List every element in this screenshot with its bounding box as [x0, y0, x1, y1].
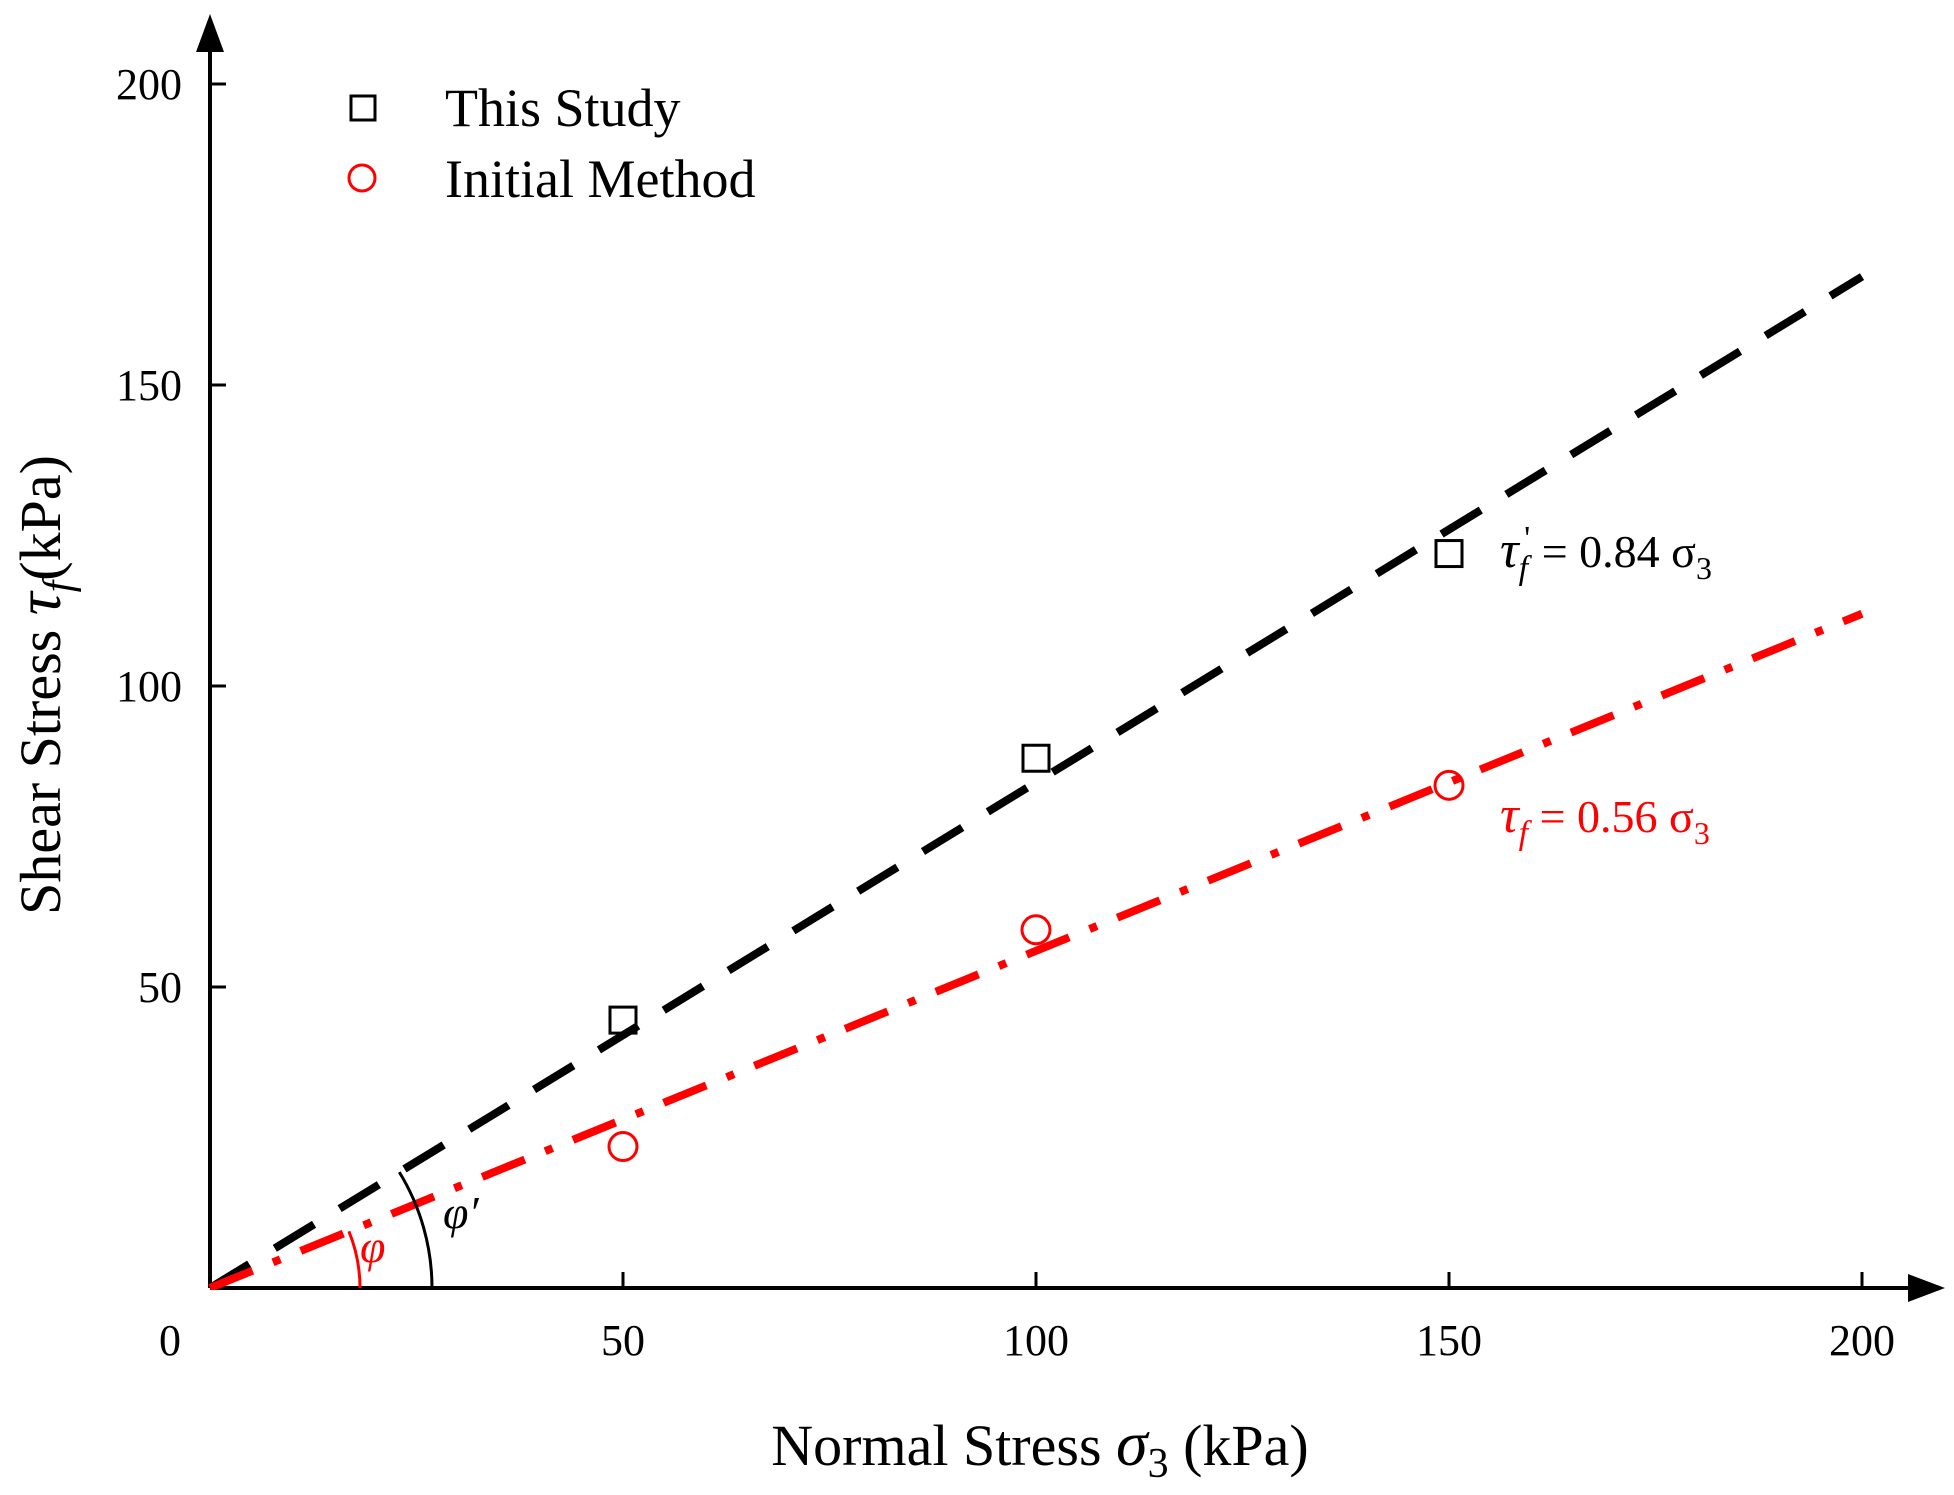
legend-label-this-study: This Study: [445, 78, 681, 138]
y-tick-label: 100: [116, 662, 182, 711]
data-points: [607, 539, 1465, 1163]
y-axis-title: Shear Stress τf(kPa): [3, 455, 82, 915]
data-point-initial-method: [1020, 914, 1052, 946]
data-point-initial-method: [607, 1131, 639, 1163]
fit-lines: [207, 273, 1865, 1290]
angle-arcs: φ′ φ: [347, 1171, 479, 1289]
x-axis-ticks: 0 50 100 150 200: [159, 1272, 1895, 1365]
y-tick-label: 150: [116, 361, 182, 410]
x-axis-arrow-icon: [1908, 1274, 1945, 1302]
friction-angle-arc-this-study: [398, 1171, 434, 1289]
friction-angle-arc-initial: [347, 1230, 362, 1289]
equation-initial-method: τf = 0.56 σ3: [1500, 787, 1710, 852]
x-tick-label: 50: [601, 1316, 645, 1365]
fit-line-initial-method: [208, 610, 1864, 1290]
x-tick-label: 150: [1416, 1316, 1482, 1365]
axes: [196, 14, 1945, 1302]
data-point-initial-method: [1433, 769, 1465, 801]
legend-circle-marker-icon: [347, 163, 377, 193]
x-tick-label: 100: [1003, 1316, 1069, 1365]
y-axis-arrow-icon: [196, 14, 224, 52]
fit-line-this-study: [207, 273, 1865, 1290]
fit-equations: τf' = 0.84 σ3 τf = 0.56 σ3: [1500, 520, 1712, 852]
angle-label-phi: φ: [360, 1221, 385, 1272]
y-tick-label: 50: [138, 963, 182, 1012]
data-point-this-study: [1021, 743, 1051, 773]
data-point-this-study: [1434, 539, 1464, 569]
data-point-this-study: [608, 1005, 638, 1035]
angle-label-phi-prime: φ′: [443, 1187, 479, 1238]
legend-label-initial-method: Initial Method: [445, 149, 755, 209]
equation-this-study: τf' = 0.84 σ3: [1500, 520, 1712, 587]
y-axis-ticks: 50 100 150 200: [116, 60, 226, 1012]
x-tick-label: 200: [1829, 1316, 1895, 1365]
x-tick-label: 0: [159, 1316, 181, 1365]
legend-square-marker-icon: [349, 94, 377, 122]
x-axis-title: Normal Stress σ3 (kPa): [771, 1408, 1308, 1487]
legend: This Study Initial Method: [347, 78, 755, 209]
y-tick-label: 200: [116, 60, 182, 109]
